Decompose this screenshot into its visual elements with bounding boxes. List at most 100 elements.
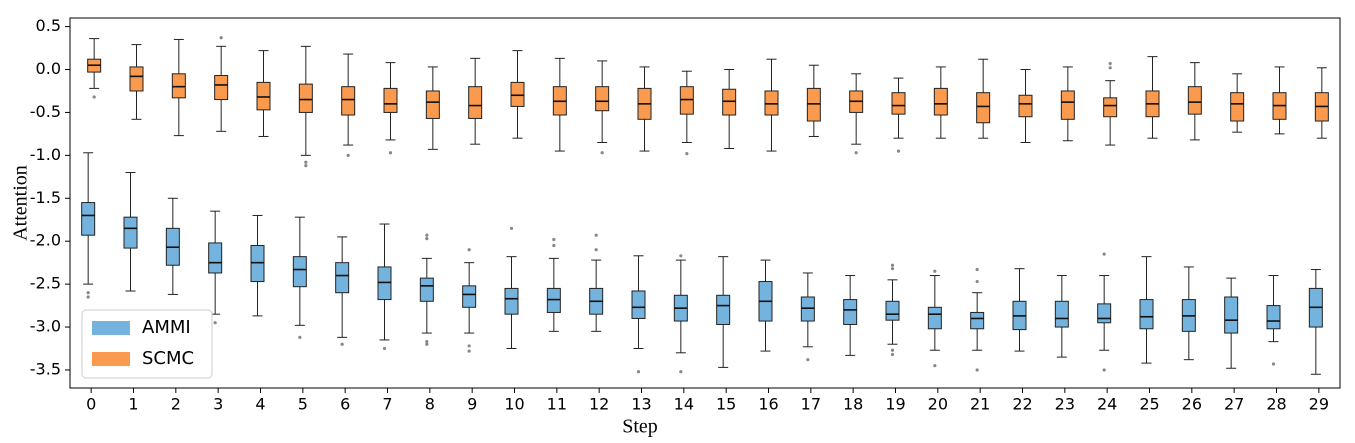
outlier [975,368,979,372]
x-tick-label: 15 [716,395,736,414]
x-tick-label: 8 [425,395,435,414]
box [1103,97,1118,118]
outlier [1271,362,1276,366]
outlier [890,267,895,271]
x-tick-label: 16 [758,395,778,414]
box [1060,90,1075,120]
box [425,90,440,119]
box [214,75,229,101]
x-tick-label: 26 [1182,395,1202,414]
outlier [304,160,308,164]
box [806,87,821,122]
box [976,92,991,124]
box [504,287,519,315]
box [927,306,942,330]
outlier [467,248,471,252]
legend-label: SCMC [142,348,194,369]
outlier [679,370,683,374]
box [891,92,906,115]
outlier [600,151,604,155]
box [208,242,223,274]
x-tick-label: 28 [1266,395,1286,414]
y-tick-label: -1.0 [30,145,61,164]
box [1230,92,1245,122]
x-tick-label: 2 [171,395,181,414]
box [1187,86,1202,115]
box [1139,299,1154,330]
x-tick-label: 27 [1224,395,1244,414]
outlier [890,263,895,267]
outlier [346,153,350,157]
box [843,299,858,325]
box [292,256,307,288]
outlier [890,348,895,352]
outlier [933,269,937,273]
legend-swatch [92,321,130,335]
box [468,86,483,119]
box [1018,94,1033,118]
box [631,290,646,319]
y-axis-title: Attention [10,165,32,241]
outlier [425,237,429,241]
box [256,81,271,111]
outlier [1102,252,1106,256]
box [1224,296,1239,334]
y-tick-label: 0.5 [36,16,61,35]
outlier [382,346,387,351]
x-tick-label: 20 [928,395,948,414]
box [546,287,561,313]
box [1054,300,1069,328]
y-tick-label: -2.0 [30,231,61,250]
outlier [890,352,895,357]
outlier [806,358,810,362]
legend-swatch [92,352,130,366]
x-tick-label: 6 [340,395,350,414]
box [171,73,186,99]
x-tick-label: 22 [1012,395,1032,414]
box [1097,303,1112,324]
box [462,285,477,308]
x-tick-label: 19 [885,395,905,414]
outlier [467,344,471,348]
box [129,66,144,92]
x-tick-label: 5 [298,395,308,414]
outlier [854,151,858,155]
x-tick-label: 25 [1139,395,1159,414]
x-tick-label: 4 [255,395,265,414]
outlier [975,279,979,284]
outlier [933,364,937,368]
outlier [509,226,514,230]
outlier [552,237,556,242]
box [970,311,985,330]
outlier [86,295,90,299]
outlier [86,291,90,295]
outlier [975,267,979,272]
x-tick-label: 29 [1309,395,1329,414]
box [298,83,313,113]
box [383,87,398,113]
box [123,216,138,249]
outlier [388,151,393,155]
box [510,81,525,107]
x-tick-label: 14 [674,395,694,414]
box [81,202,96,236]
y-tick-label: -1.5 [30,188,61,207]
box [716,294,731,325]
outlier [594,233,598,237]
x-tick-label: 0 [86,395,96,414]
x-tick-label: 3 [213,395,223,414]
box [679,86,694,115]
box [377,266,392,301]
outlier [304,164,308,168]
x-tick-label: 11 [547,395,567,414]
x-tick-label: 1 [128,395,138,414]
x-tick-label: 10 [504,395,524,414]
outlier [467,349,471,353]
box [595,86,610,112]
outlier [340,342,344,346]
outlier [1108,66,1112,70]
box [335,262,350,294]
outlier [594,248,598,252]
